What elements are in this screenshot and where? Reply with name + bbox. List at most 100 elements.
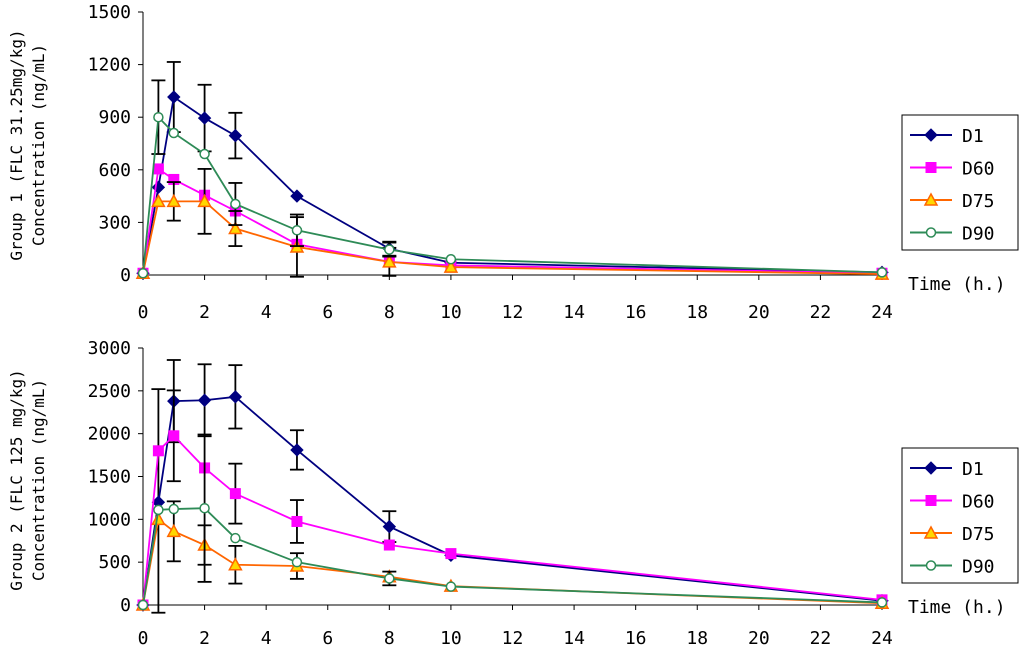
x-tick-label: 12 bbox=[502, 628, 524, 649]
x-tick-label: 14 bbox=[563, 628, 585, 649]
marker-d75 bbox=[228, 220, 243, 235]
marker-d90 bbox=[384, 573, 395, 584]
x-tick-label: 10 bbox=[440, 628, 462, 649]
series-line-d60 bbox=[142, 167, 883, 275]
marker-d75 bbox=[197, 193, 212, 208]
chart-group-1: Group 1 (FLC 31.25mg/kg) Concentration (… bbox=[7, 2, 1019, 323]
legend-label: D75 bbox=[962, 191, 995, 212]
x-axis-label: Time (h.) bbox=[908, 274, 1006, 295]
legend-label: D90 bbox=[962, 557, 995, 578]
marker-d1 bbox=[197, 393, 212, 407]
y-tick-label: 2500 bbox=[88, 381, 131, 402]
y-axis-label-line1: Group 2 (FLC 125 mg/kg) bbox=[7, 369, 26, 591]
marker-d90 bbox=[168, 503, 180, 515]
legend-item-d90: D90 bbox=[910, 557, 995, 578]
y-tick-label: 300 bbox=[98, 212, 131, 233]
marker-d90 bbox=[291, 225, 303, 236]
marker-d1 bbox=[924, 461, 938, 475]
marker-d60 bbox=[168, 430, 180, 442]
series-d75 bbox=[135, 168, 890, 280]
legend-item-d60: D60 bbox=[910, 159, 995, 180]
legend-box bbox=[901, 447, 1019, 584]
marker-d75 bbox=[923, 525, 939, 539]
series-d1 bbox=[136, 61, 889, 280]
x-tick-label: 20 bbox=[748, 302, 770, 323]
x-tick-label: 12 bbox=[502, 302, 524, 323]
y-tick-label: 1200 bbox=[88, 55, 131, 76]
marker-d60 bbox=[229, 488, 241, 500]
x-tick-label: 24 bbox=[871, 628, 893, 649]
marker-d1 bbox=[290, 189, 304, 203]
y-tick-label: 900 bbox=[98, 107, 131, 128]
x-tick-label: 2 bbox=[199, 628, 210, 649]
marker-d90 bbox=[199, 148, 210, 160]
y-tick-label: 1500 bbox=[88, 2, 131, 23]
marker-d90 bbox=[137, 599, 149, 611]
marker-d1 bbox=[924, 128, 938, 142]
series-line-d90 bbox=[142, 115, 883, 274]
x-axis-label: Time (h.) bbox=[908, 597, 1006, 618]
marker-d60 bbox=[152, 163, 164, 175]
marker-d60 bbox=[445, 548, 457, 560]
series-d90 bbox=[137, 433, 888, 611]
x-tick-label: 6 bbox=[322, 628, 333, 649]
x-tick-label: 8 bbox=[384, 302, 395, 323]
marker-d60 bbox=[925, 495, 937, 506]
series-line-d60 bbox=[142, 434, 883, 606]
series-line-d90 bbox=[142, 507, 883, 606]
marker-d90 bbox=[153, 111, 164, 123]
x-tick-label: 8 bbox=[384, 628, 395, 649]
legend-label: D90 bbox=[962, 224, 995, 245]
marker-d1 bbox=[228, 128, 243, 143]
marker-d60 bbox=[152, 445, 164, 457]
chart-group-2: Group 2 (FLC 125 mg/kg) Concentration (n… bbox=[7, 338, 1019, 649]
x-tick-label: 14 bbox=[563, 302, 585, 323]
marker-d1 bbox=[382, 519, 397, 534]
marker-d90 bbox=[876, 267, 888, 278]
marker-d90 bbox=[876, 597, 888, 608]
marker-d90 bbox=[230, 198, 241, 210]
x-tick-label: 20 bbox=[748, 628, 770, 649]
marker-d60 bbox=[291, 515, 303, 527]
legend-box bbox=[901, 114, 1019, 251]
series-d75 bbox=[135, 500, 890, 611]
legend-label: D1 bbox=[962, 126, 984, 147]
y-tick-label: 1000 bbox=[88, 509, 131, 530]
marker-d90 bbox=[384, 244, 395, 255]
y-axis-label-line2: Concentration (ng/mL) bbox=[29, 379, 48, 581]
marker-d1 bbox=[167, 90, 181, 104]
legend-label: D75 bbox=[962, 524, 995, 545]
legend-item-d1: D1 bbox=[910, 126, 984, 147]
x-tick-label: 2 bbox=[199, 302, 210, 323]
legend-label: D1 bbox=[962, 459, 984, 480]
marker-d75 bbox=[382, 254, 397, 268]
series-d60 bbox=[137, 389, 888, 611]
series-line-d1 bbox=[142, 395, 883, 606]
x-tick-label: 16 bbox=[625, 302, 647, 323]
legend: D1 D60 D75 D90 bbox=[901, 114, 1019, 251]
marker-d60 bbox=[383, 539, 395, 551]
x-tick-label: 16 bbox=[625, 628, 647, 649]
x-tick-label: 4 bbox=[261, 628, 272, 649]
x-tick-label: 18 bbox=[686, 628, 708, 649]
y-axis-label-line1: Group 1 (FLC 31.25mg/kg) bbox=[7, 29, 26, 260]
marker-d75 bbox=[151, 193, 166, 208]
y-tick-label: 600 bbox=[98, 160, 131, 181]
x-tick-label: 0 bbox=[138, 302, 149, 323]
marker-d60 bbox=[925, 162, 937, 173]
y-tick-label: 2000 bbox=[88, 424, 131, 445]
marker-d90 bbox=[291, 556, 303, 568]
legend: D1 D60 D75 D90 bbox=[901, 447, 1019, 584]
marker-d1 bbox=[290, 443, 304, 457]
marker-d90 bbox=[925, 227, 937, 238]
y-tick-label: 3000 bbox=[88, 338, 131, 359]
series-d90 bbox=[137, 79, 888, 279]
legend-item-d60: D60 bbox=[910, 492, 995, 513]
x-tick-label: 6 bbox=[322, 302, 333, 323]
marker-d90 bbox=[230, 532, 241, 544]
x-tick-label: 24 bbox=[871, 302, 893, 323]
y-tick-label: 500 bbox=[98, 552, 131, 573]
legend-item-d1: D1 bbox=[910, 459, 984, 480]
